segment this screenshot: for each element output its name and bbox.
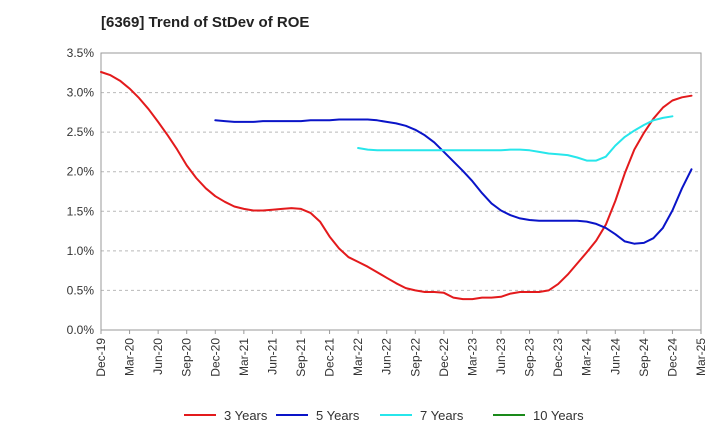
- y-tick-label: 0.5%: [67, 283, 95, 297]
- legend-label: 10 Years: [533, 408, 584, 423]
- y-tick-label: 2.0%: [67, 165, 95, 179]
- x-tick-label: Sep-21: [294, 338, 308, 377]
- x-tick-label: Sep-24: [637, 338, 651, 377]
- series-line-5-years: [214, 118, 693, 245]
- y-tick-label: 2.5%: [67, 125, 95, 139]
- x-tick-label: Dec-20: [208, 338, 222, 377]
- x-tick-label: Dec-19: [94, 338, 108, 377]
- x-tick-label: Mar-23: [465, 338, 479, 376]
- x-tick-label: Mar-20: [123, 338, 137, 376]
- x-tick-label: Sep-22: [408, 338, 422, 377]
- y-tick-label: 3.5%: [67, 46, 95, 60]
- x-tick-label: Mar-21: [237, 338, 251, 376]
- legend-label: 7 Years: [420, 408, 464, 423]
- x-tick-label: Dec-23: [551, 338, 565, 377]
- series-line-3-years: [100, 71, 693, 301]
- x-tick-label: Jun-23: [494, 338, 508, 375]
- y-tick-label: 1.0%: [67, 244, 95, 258]
- x-tick-label: Jun-24: [608, 338, 622, 375]
- chart-title: [6369] Trend of StDev of ROE: [101, 14, 310, 31]
- plot-area: [100, 52, 702, 331]
- x-tick-label: Mar-24: [580, 338, 594, 376]
- y-tick-label: 1.5%: [67, 204, 95, 218]
- x-tick-label: Jun-20: [151, 338, 165, 375]
- x-tick-label: Jun-21: [265, 338, 279, 375]
- y-tick-label: 3.0%: [67, 86, 95, 100]
- x-tick-label: Sep-23: [523, 338, 537, 377]
- x-tick-label: Mar-25: [694, 338, 708, 376]
- series-line-7-years: [357, 115, 674, 162]
- y-tick-label: 0.0%: [67, 323, 95, 337]
- x-tick-label: Mar-22: [351, 338, 365, 376]
- legend-label: 3 Years: [224, 408, 268, 423]
- legend-label: 5 Years: [316, 408, 360, 423]
- x-tick-label: Dec-21: [323, 338, 337, 377]
- x-tick-label: Jun-22: [380, 338, 394, 375]
- x-tick-label: Dec-22: [437, 338, 451, 377]
- x-tick-label: Sep-20: [180, 338, 194, 377]
- x-tick-label: Dec-24: [665, 338, 679, 377]
